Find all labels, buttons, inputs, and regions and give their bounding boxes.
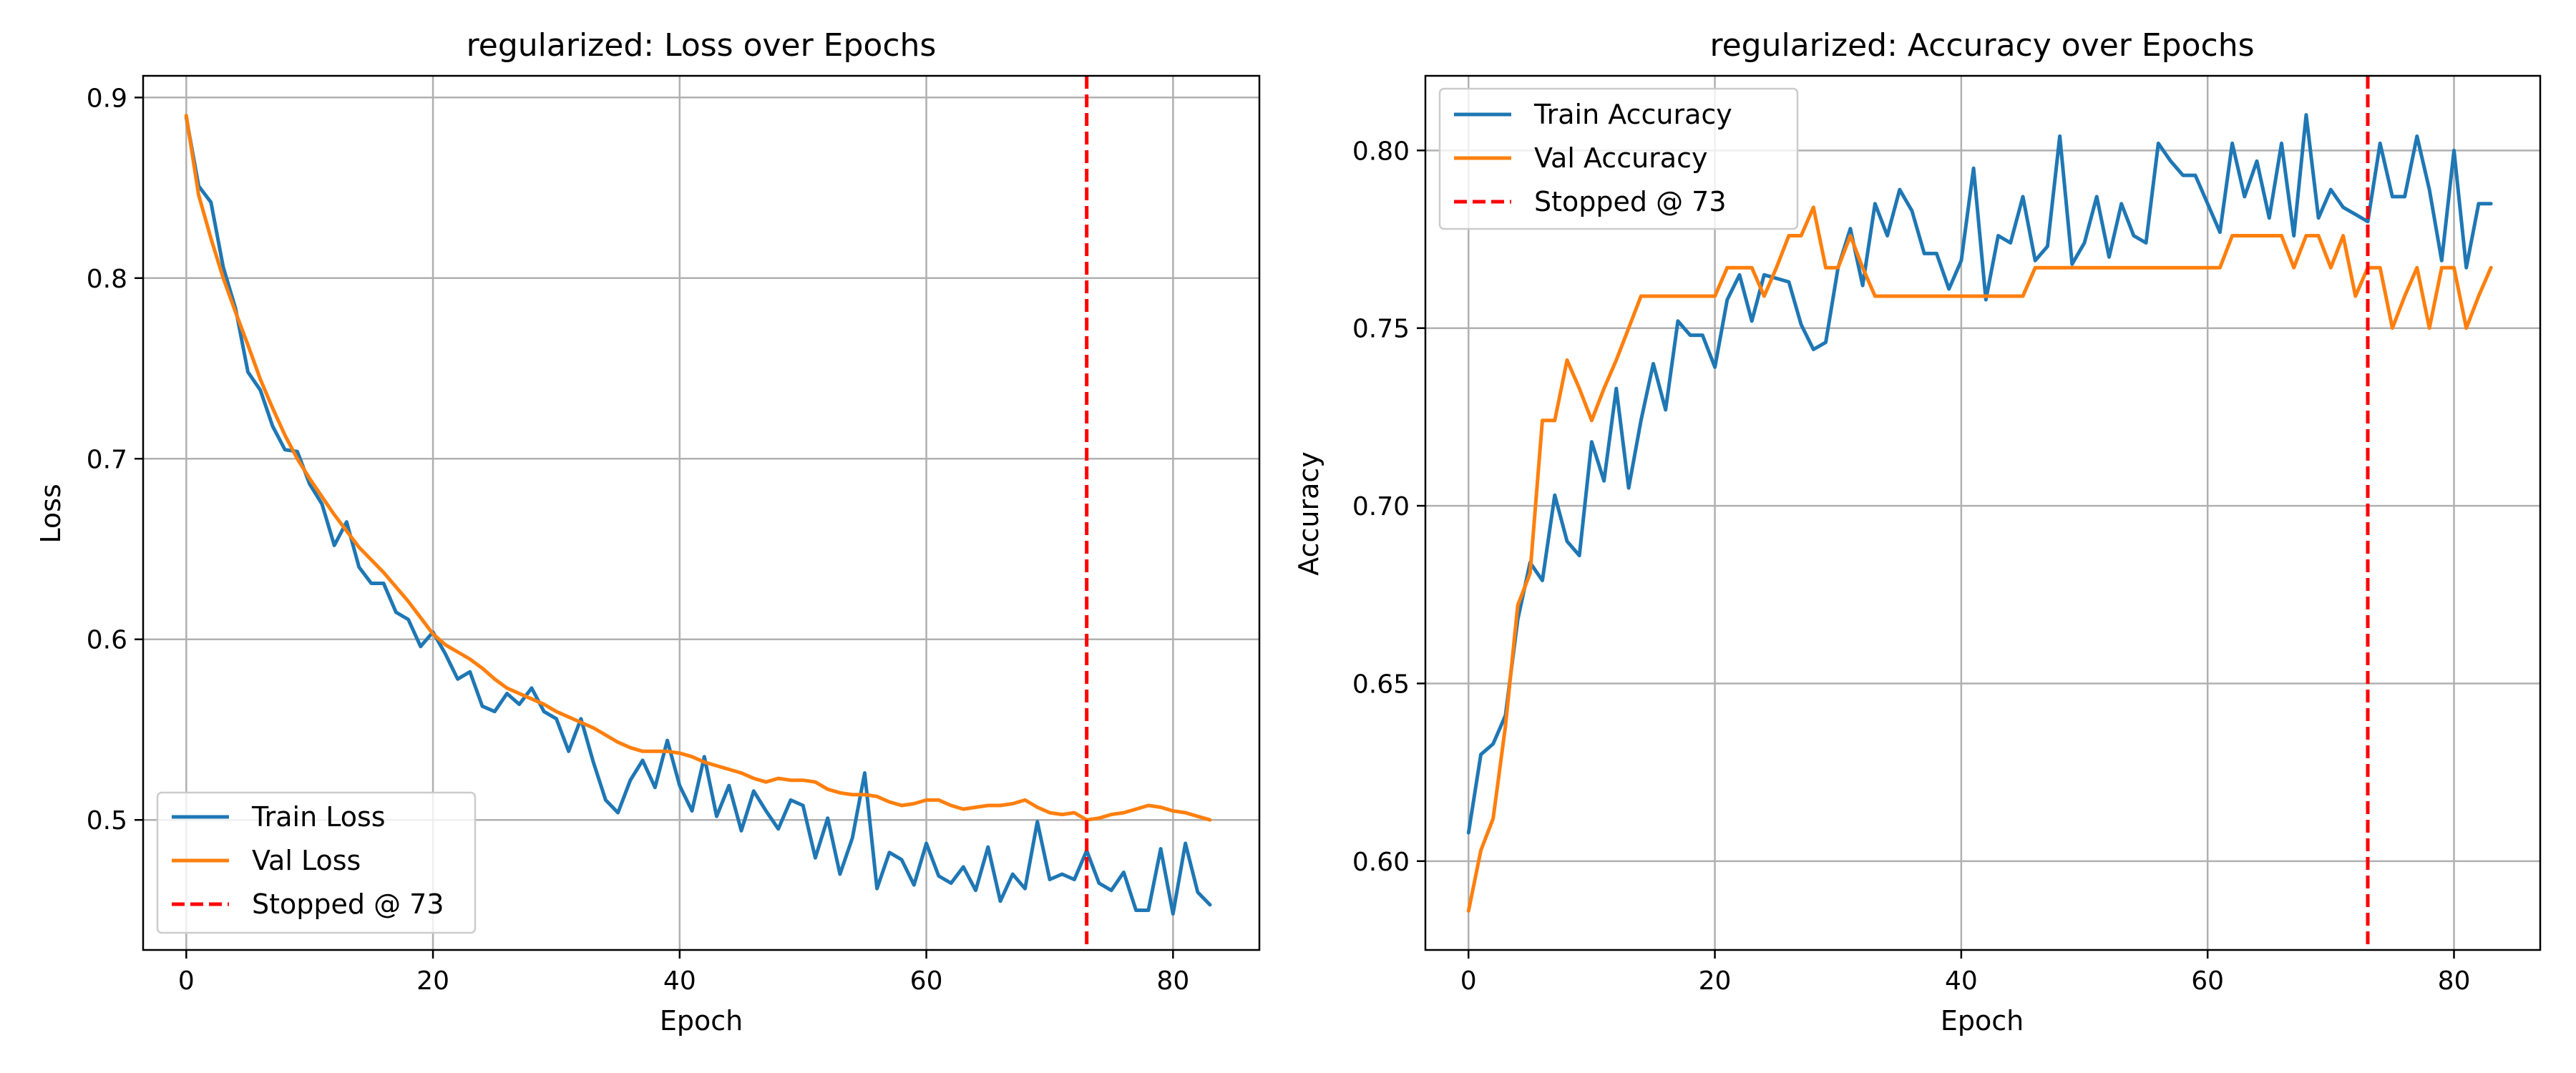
loss-legend: Train Loss Val Loss Stopped @ 73 bbox=[156, 791, 477, 934]
loss-chart-title: regularized: Loss over Epochs bbox=[467, 27, 937, 64]
accuracy-ytick-label-0.60: 0.60 bbox=[1352, 848, 1410, 877]
loss-data-lines bbox=[184, 114, 1212, 916]
loss-ytick-label-0.5: 0.5 bbox=[87, 806, 127, 836]
accuracy-xtick-label-20: 20 bbox=[1699, 966, 1732, 996]
accuracy-chart-title: regularized: Accuracy over Epochs bbox=[1709, 27, 2254, 64]
accuracy-ytick-label-0.65: 0.65 bbox=[1352, 670, 1410, 699]
accuracy-chart-xlabel: Epoch bbox=[1941, 1005, 2024, 1037]
accuracy-legend-label-train: Train Accuracy bbox=[1533, 99, 1732, 130]
accuracy-chart-ylabel: Accuracy bbox=[1293, 451, 1324, 576]
loss-axis-ticks: 0 20 40 60 80 0.5 0.6 0.7 0.8 0.9 bbox=[87, 84, 1190, 996]
accuracy-axis-ticks: 0 20 40 60 80 0.60 0.65 0.70 0.75 0.80 bbox=[1352, 137, 2471, 996]
accuracy-axes-frame bbox=[1424, 74, 2542, 951]
accuracy-series-line-val bbox=[1466, 205, 2493, 913]
accuracy-legend-label-val: Val Accuracy bbox=[1534, 142, 1707, 174]
loss-series-line-train bbox=[184, 115, 1212, 916]
loss-series-line-val bbox=[184, 114, 1212, 822]
loss-legend-box bbox=[156, 791, 477, 934]
loss-ytick-label-0.9: 0.9 bbox=[87, 84, 127, 113]
accuracy-series-line-train bbox=[1466, 113, 2493, 835]
loss-legend-label-train: Train Loss bbox=[251, 801, 386, 833]
loss-ytick-label-0.6: 0.6 bbox=[87, 626, 127, 655]
loss-xtick-label-20: 20 bbox=[416, 966, 449, 996]
loss-chart-panel: regularized: Loss over Epochs Epoch Loss… bbox=[35, 27, 1261, 1037]
loss-axes-frame bbox=[142, 74, 1261, 951]
loss-xtick-label-60: 60 bbox=[910, 966, 943, 996]
accuracy-ytick-label-0.80: 0.80 bbox=[1352, 137, 1410, 166]
loss-xtick-label-40: 40 bbox=[663, 966, 696, 996]
accuracy-data-lines bbox=[1466, 113, 2493, 913]
accuracy-xtick-label-40: 40 bbox=[1945, 966, 1978, 996]
accuracy-xtick-label-0: 0 bbox=[1460, 966, 1477, 996]
accuracy-chart-panel: regularized: Accuracy over Epochs Epoch … bbox=[1293, 27, 2542, 1037]
accuracy-xtick-label-80: 80 bbox=[2438, 966, 2471, 996]
accuracy-legend-label-stop: Stopped @ 73 bbox=[1534, 186, 1727, 217]
accuracy-xtick-label-60: 60 bbox=[2191, 966, 2224, 996]
loss-xtick-label-0: 0 bbox=[178, 966, 195, 996]
loss-xtick-label-80: 80 bbox=[1156, 966, 1189, 996]
accuracy-ytick-label-0.75: 0.75 bbox=[1352, 315, 1410, 344]
loss-legend-label-stop: Stopped @ 73 bbox=[252, 888, 444, 920]
loss-ytick-label-0.8: 0.8 bbox=[87, 265, 127, 294]
accuracy-legend: Train Accuracy Val Accuracy Stopped @ 73 bbox=[1438, 87, 1799, 230]
loss-ytick-label-0.7: 0.7 bbox=[87, 445, 127, 474]
loss-chart-xlabel: Epoch bbox=[660, 1005, 743, 1037]
accuracy-legend-box bbox=[1438, 87, 1799, 230]
loss-chart-ylabel: Loss bbox=[35, 484, 67, 543]
loss-legend-label-val: Val Loss bbox=[252, 845, 361, 876]
accuracy-ytick-label-0.70: 0.70 bbox=[1352, 492, 1410, 521]
